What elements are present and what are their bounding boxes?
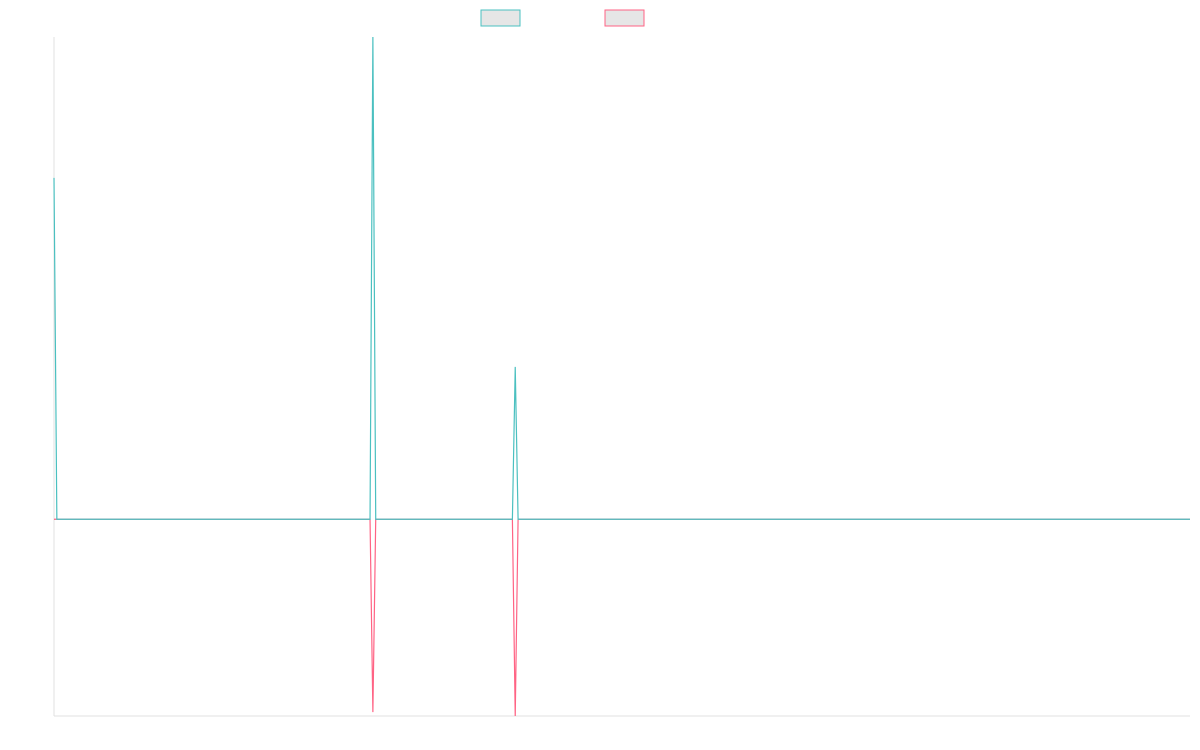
- axes: [53, 37, 1190, 717]
- legend-swatch-series-2[interactable]: [604, 9, 645, 27]
- series-2-line: [54, 518, 1190, 717]
- series-layer: [53, 36, 1190, 717]
- series-1-line: [53, 36, 1190, 520]
- legend-swatch-series-1[interactable]: [480, 9, 521, 27]
- legend[interactable]: [480, 9, 645, 27]
